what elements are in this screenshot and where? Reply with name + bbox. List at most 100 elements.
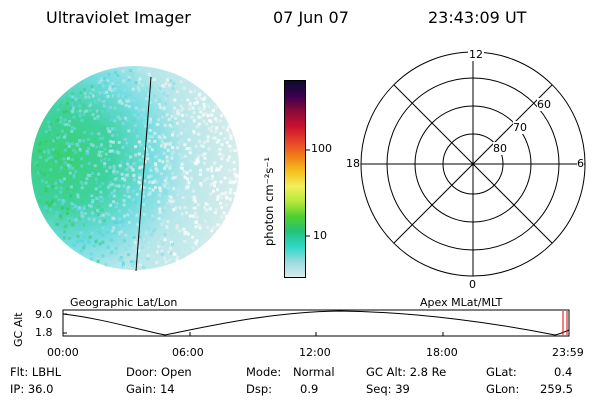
image-pixel	[196, 160, 200, 164]
image-pixel	[227, 131, 231, 135]
image-pixel	[228, 168, 232, 172]
image-pixel	[198, 92, 202, 96]
image-pixel	[55, 214, 59, 218]
image-pixel	[140, 185, 144, 189]
image-pixel	[101, 151, 105, 155]
image-pixel	[66, 163, 70, 167]
image-pixel	[203, 112, 207, 116]
image-pixel	[188, 103, 192, 107]
image-pixel	[107, 129, 111, 133]
image-pixel	[63, 104, 67, 108]
image-pixel	[161, 133, 165, 137]
image-pixel	[147, 226, 151, 230]
image-pixel	[204, 202, 208, 206]
image-pixel	[62, 157, 66, 161]
image-pixel	[181, 196, 185, 200]
image-pixel	[157, 135, 161, 139]
image-pixel	[112, 88, 115, 92]
image-pixel	[154, 98, 158, 102]
image-pixel	[91, 94, 95, 98]
image-pixel	[162, 106, 166, 110]
image-pixel	[123, 176, 126, 180]
image-pixel	[149, 174, 153, 178]
image-pixel	[186, 182, 190, 186]
image-pixel	[177, 245, 181, 248]
image-pixel	[142, 248, 146, 252]
image-pixel	[48, 203, 51, 207]
image-pixel	[165, 176, 168, 180]
image-pixel	[98, 88, 102, 92]
image-pixel	[124, 233, 128, 237]
image-pixel	[126, 162, 130, 166]
image-pixel	[102, 127, 106, 130]
seq-info: Seq: 39	[366, 382, 410, 396]
image-pixel	[122, 184, 126, 188]
image-pixel	[75, 240, 79, 244]
image-pixel	[175, 258, 179, 262]
image-pixel	[117, 184, 121, 188]
image-pixel	[219, 180, 223, 184]
image-pixel	[102, 219, 106, 223]
image-pixel	[87, 95, 91, 99]
image-pixel	[233, 149, 237, 152]
image-pixel	[121, 145, 125, 149]
image-pixel	[189, 195, 193, 199]
image-pixel	[91, 172, 94, 175]
image-pixel	[183, 206, 187, 209]
image-pixel	[175, 146, 179, 150]
image-pixel	[166, 78, 169, 82]
image-pixel	[120, 172, 124, 176]
image-pixel	[98, 242, 102, 246]
image-pixel	[131, 264, 135, 268]
image-pixel	[124, 97, 128, 101]
timeline-xtick-2359: 23:59	[552, 346, 584, 359]
image-pixel	[202, 102, 206, 106]
image-pixel	[140, 165, 144, 169]
image-pixel	[158, 187, 162, 191]
image-pixel	[109, 203, 112, 207]
image-pixel	[82, 243, 86, 247]
image-pixel	[140, 114, 144, 117]
image-pixel	[37, 171, 41, 175]
gc-alt-info: GC Alt: 2.8 Re	[366, 365, 447, 379]
image-pixel	[71, 92, 75, 96]
mlt-label-18: 18	[346, 157, 360, 170]
image-pixel	[72, 175, 76, 179]
image-pixel	[104, 152, 108, 156]
image-pixel	[218, 119, 222, 123]
image-pixel	[85, 205, 89, 209]
image-pixel	[78, 112, 82, 116]
image-pixel	[186, 232, 190, 236]
image-pixel	[196, 100, 199, 104]
image-pixel	[96, 116, 100, 120]
instrument-title: Ultraviolet Imager	[46, 8, 191, 27]
image-pixel	[147, 193, 151, 197]
image-pixel	[93, 116, 97, 120]
image-pixel	[201, 206, 205, 210]
lat-label-80: 80	[493, 142, 507, 155]
image-pixel	[63, 230, 67, 234]
image-pixel	[190, 115, 194, 119]
image-pixel	[135, 193, 139, 196]
image-pixel	[87, 241, 91, 244]
image-pixel	[204, 196, 208, 199]
image-pixel	[180, 98, 184, 102]
color-bar-ticks	[306, 149, 310, 237]
image-pixel	[145, 86, 149, 90]
image-pixel	[188, 107, 191, 111]
image-pixel	[201, 144, 205, 148]
image-pixel	[212, 162, 216, 166]
image-pixel	[131, 198, 135, 202]
image-pixel	[103, 157, 107, 161]
image-pixel	[215, 167, 219, 171]
image-pixel	[136, 116, 140, 120]
image-pixel	[123, 137, 127, 141]
image-pixel	[123, 120, 127, 124]
image-pixel	[170, 177, 174, 181]
image-pixel	[175, 216, 179, 220]
image-pixel	[183, 154, 187, 158]
image-pixel	[157, 118, 160, 122]
image-pixel	[108, 194, 112, 198]
image-pixel	[158, 178, 162, 182]
image-pixel	[60, 206, 64, 210]
